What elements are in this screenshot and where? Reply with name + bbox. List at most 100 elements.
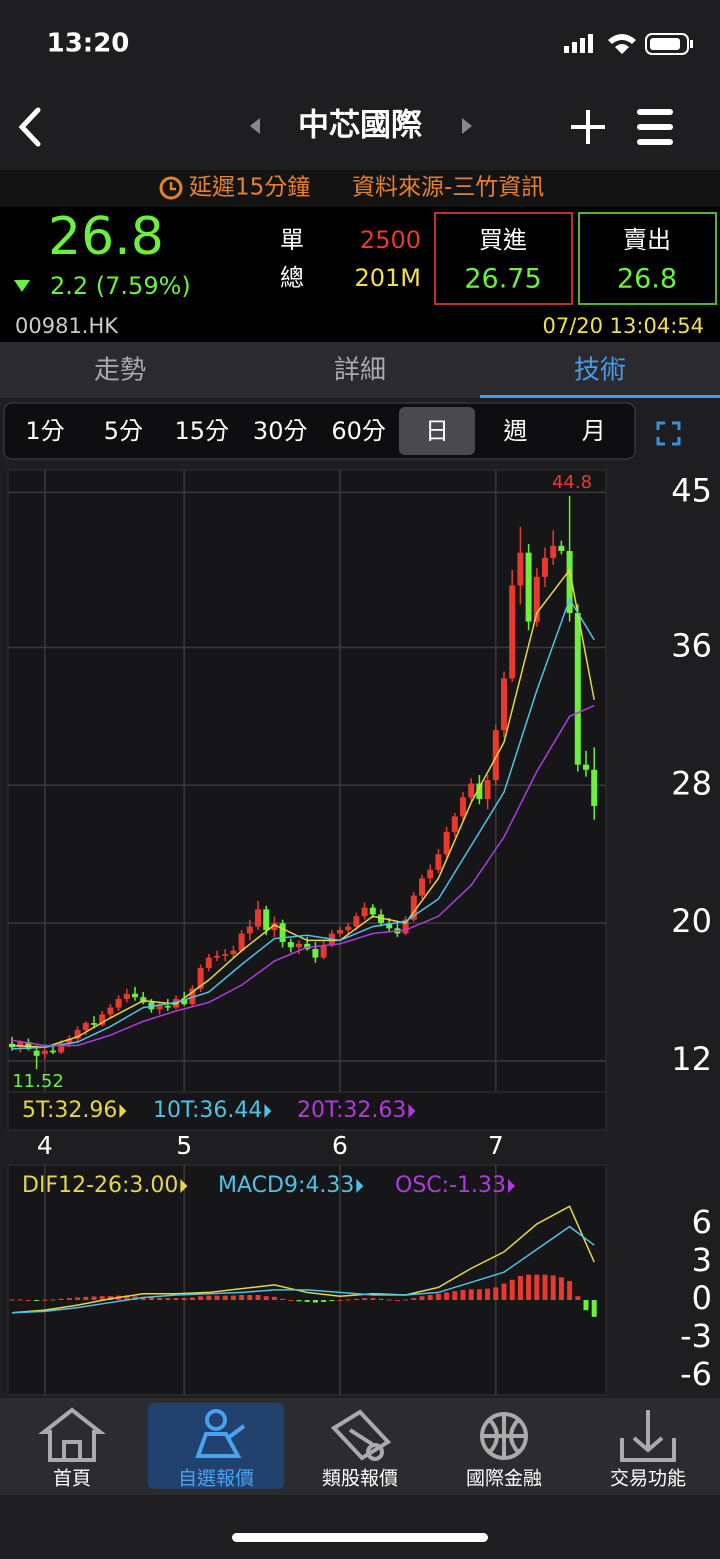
line (11, 568, 595, 1048)
candle-body (271, 923, 278, 931)
osc-bar (403, 1299, 409, 1301)
y-tick-label: 36 (671, 626, 712, 664)
candle-body (156, 1005, 163, 1010)
ask-box[interactable] (578, 212, 717, 305)
candle-body (484, 780, 491, 800)
osc-bar (296, 1300, 302, 1302)
add-button[interactable] (571, 110, 605, 144)
candle-body (82, 1023, 89, 1030)
wifi-icon (608, 34, 636, 54)
osc-bar (517, 1275, 523, 1301)
candle-body (304, 943, 311, 949)
x-tick-label: 6 (332, 1131, 348, 1160)
stock-title: 中芯國際 (298, 108, 422, 144)
osc-bar (526, 1274, 532, 1301)
osc-bar (468, 1289, 474, 1301)
next-stock[interactable] (462, 118, 472, 134)
period-button[interactable]: 30分 (253, 417, 308, 445)
candle-body (230, 950, 237, 955)
osc-bar (476, 1289, 482, 1301)
legend-arrow (408, 1104, 416, 1118)
tabs: 走勢 詳細 技術 (94, 356, 720, 398)
legend-entry: 10T:36.44 (153, 1098, 262, 1123)
nav-item[interactable]: 首頁 (53, 1468, 91, 1490)
nav-item[interactable]: 類股報價 (322, 1468, 398, 1490)
nav-item[interactable]: 自選報價 (178, 1468, 254, 1490)
nav-icon (620, 1410, 676, 1462)
bid-box[interactable] (434, 212, 573, 305)
back-button[interactable] (18, 107, 41, 147)
period-button[interactable]: 15分 (175, 417, 230, 445)
candle-body (542, 557, 548, 577)
candle-body (99, 1014, 106, 1025)
candle-body (238, 933, 245, 951)
y-tick-label: 0 (692, 1279, 712, 1317)
candle-body (91, 1023, 97, 1025)
osc-bar (50, 1299, 56, 1301)
periods: 1分 5分 15分 30分 60分 日 週 月 (25, 407, 606, 455)
candle-body (468, 783, 475, 798)
prev-stock[interactable] (250, 118, 260, 134)
nav-selected (148, 1403, 284, 1489)
clock-icon (159, 176, 183, 200)
period-button[interactable]: 月 (582, 417, 606, 445)
candle-body (558, 545, 565, 551)
period-button[interactable]: 1分 (25, 417, 64, 445)
candle-body (533, 576, 540, 622)
tab[interactable]: 技術 (574, 356, 626, 386)
legend-arrow (507, 1179, 515, 1193)
quote-panel (0, 207, 720, 342)
osc-bar (378, 1298, 384, 1301)
osc-bar (247, 1294, 253, 1301)
osc-bar (58, 1298, 64, 1301)
osc-bar (124, 1295, 130, 1301)
candle-body (386, 923, 393, 929)
tab[interactable]: 詳細 (334, 356, 386, 386)
candle-body (320, 945, 327, 958)
line (11, 704, 595, 1047)
osc-bar (173, 1298, 179, 1301)
osc-bar (34, 1300, 40, 1302)
osc-bar (370, 1298, 376, 1301)
x-tick-label: 4 (37, 1131, 53, 1160)
last-price: 26.8 (48, 207, 164, 267)
osc-bar (140, 1296, 146, 1301)
menu-button[interactable] (637, 109, 673, 145)
osc-bar (99, 1296, 105, 1301)
osc-bar (329, 1300, 335, 1302)
line (11, 1205, 595, 1314)
nav-item[interactable]: 國際金融 (466, 1468, 542, 1490)
nav-item[interactable]: 交易功能 (610, 1468, 686, 1490)
legend-entry: 5T:32.96 (22, 1098, 117, 1123)
candle-body (451, 816, 458, 832)
candle-body (50, 1050, 56, 1053)
period-button[interactable]: 5分 (104, 417, 143, 445)
osc-bar (263, 1296, 269, 1301)
osc-bar (550, 1275, 556, 1301)
period-button[interactable]: 60分 (331, 417, 386, 445)
osc-bar (312, 1300, 318, 1303)
osc-bar (435, 1293, 441, 1301)
osc-bar (583, 1300, 589, 1311)
candle-body (501, 678, 507, 731)
osc-bar (394, 1300, 400, 1302)
candle-body (460, 797, 466, 817)
osc-bar (501, 1283, 507, 1301)
down-arrow (14, 280, 30, 292)
volume-label: 單 (280, 226, 304, 254)
osc-bar (9, 1299, 15, 1301)
candle-body (132, 993, 138, 998)
candle-body (492, 730, 499, 781)
candle-body (443, 831, 450, 855)
y-tick-label: 28 (671, 764, 712, 802)
osc-bar (575, 1296, 581, 1301)
period-button[interactable]: 週 (503, 417, 527, 445)
osc-bar (534, 1274, 540, 1301)
osc-bar (321, 1300, 327, 1302)
notice-bar (0, 170, 720, 207)
tab[interactable]: 走勢 (94, 356, 146, 386)
period-button[interactable]: 日 (425, 417, 449, 445)
fullscreen-button[interactable] (656, 421, 681, 446)
candle-body (369, 907, 376, 915)
